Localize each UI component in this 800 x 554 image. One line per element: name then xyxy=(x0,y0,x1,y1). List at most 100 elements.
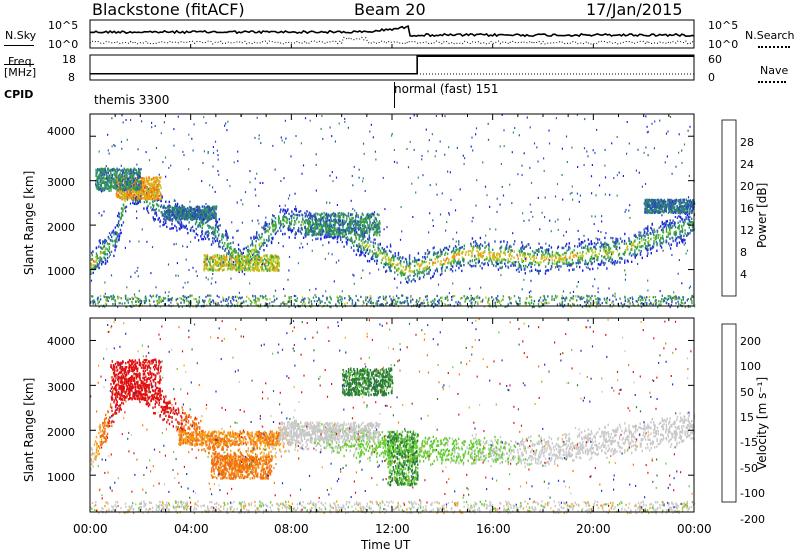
data-point xyxy=(573,295,574,297)
data-point xyxy=(276,231,277,233)
data-point xyxy=(122,214,123,216)
data-point xyxy=(186,300,187,302)
data-point xyxy=(685,302,686,304)
data-point xyxy=(282,302,283,304)
data-point xyxy=(104,240,105,242)
data-point xyxy=(670,247,671,249)
data-point xyxy=(554,259,555,261)
data-point xyxy=(584,301,585,303)
data-point xyxy=(412,299,413,301)
data-point xyxy=(690,229,691,231)
data-point xyxy=(153,295,154,297)
data-point xyxy=(401,269,402,271)
data-point xyxy=(689,220,690,222)
data-point xyxy=(414,273,415,275)
data-point xyxy=(346,241,347,243)
radar-summary-plot: Blackstone (fitACF) Beam 20 17/Jan/2015 … xyxy=(0,0,800,554)
data-point xyxy=(412,260,413,262)
data-point xyxy=(236,300,237,302)
data-point xyxy=(390,264,391,266)
data-point xyxy=(143,207,144,209)
data-point xyxy=(103,251,104,253)
data-point xyxy=(367,296,368,298)
data-point xyxy=(573,298,574,300)
data-point xyxy=(383,296,384,298)
data-point xyxy=(605,250,606,252)
data-point xyxy=(385,303,386,305)
data-point xyxy=(655,236,656,238)
data-point xyxy=(313,297,314,299)
data-point xyxy=(214,229,215,231)
data-point xyxy=(410,262,411,264)
data-point xyxy=(184,296,185,298)
data-point xyxy=(154,212,155,214)
data-point xyxy=(675,233,676,235)
data-point xyxy=(226,234,227,236)
data-point xyxy=(138,298,139,300)
data-point xyxy=(596,301,597,303)
data-point xyxy=(138,195,139,197)
data-point xyxy=(424,274,425,276)
data-point xyxy=(692,226,693,228)
data-point xyxy=(196,221,197,223)
data-point xyxy=(378,297,379,299)
data-point xyxy=(576,262,577,264)
data-point xyxy=(208,238,209,240)
data-point xyxy=(220,301,221,303)
data-point xyxy=(110,234,111,236)
data-point xyxy=(477,246,478,248)
data-point xyxy=(326,236,327,238)
data-point xyxy=(653,296,654,298)
data-point xyxy=(101,260,102,262)
data-point xyxy=(446,258,447,260)
data-point xyxy=(403,261,404,263)
data-point xyxy=(480,255,481,257)
data-point xyxy=(558,265,559,267)
data-point xyxy=(337,300,338,302)
data-point xyxy=(566,297,567,299)
data-point xyxy=(600,249,601,251)
data-point xyxy=(424,270,425,272)
data-point xyxy=(603,262,604,264)
data-point xyxy=(375,303,376,305)
data-point xyxy=(614,262,615,264)
data-point xyxy=(376,262,377,264)
data-point xyxy=(144,186,145,188)
data-point xyxy=(677,227,678,229)
data-point xyxy=(641,235,642,237)
data-point xyxy=(113,255,114,257)
data-point xyxy=(645,247,646,249)
data-point xyxy=(187,232,188,234)
data-point xyxy=(606,244,607,246)
data-point xyxy=(283,218,284,220)
data-point xyxy=(147,198,148,200)
data-point xyxy=(272,224,273,226)
data-point xyxy=(606,302,607,304)
data-point xyxy=(156,177,157,179)
data-point xyxy=(685,232,686,234)
data-point xyxy=(118,238,119,240)
data-point xyxy=(398,254,399,256)
data-point xyxy=(572,269,573,271)
data-point xyxy=(194,230,195,232)
data-point xyxy=(470,260,471,262)
data-point xyxy=(295,295,296,297)
data-point xyxy=(284,303,285,305)
data-point xyxy=(165,207,166,209)
data-point xyxy=(284,216,285,218)
data-point xyxy=(208,295,209,297)
data-point xyxy=(180,302,181,304)
data-point xyxy=(499,253,500,255)
data-point xyxy=(324,236,325,238)
data-point xyxy=(477,258,478,260)
data-point xyxy=(118,296,119,298)
data-point xyxy=(672,237,673,239)
data-point xyxy=(171,223,172,225)
data-point xyxy=(301,221,302,223)
data-point xyxy=(204,235,205,237)
data-point xyxy=(452,295,453,297)
data-point xyxy=(90,273,91,275)
data-point xyxy=(633,253,634,255)
data-point xyxy=(159,302,160,304)
data-point xyxy=(107,253,108,255)
